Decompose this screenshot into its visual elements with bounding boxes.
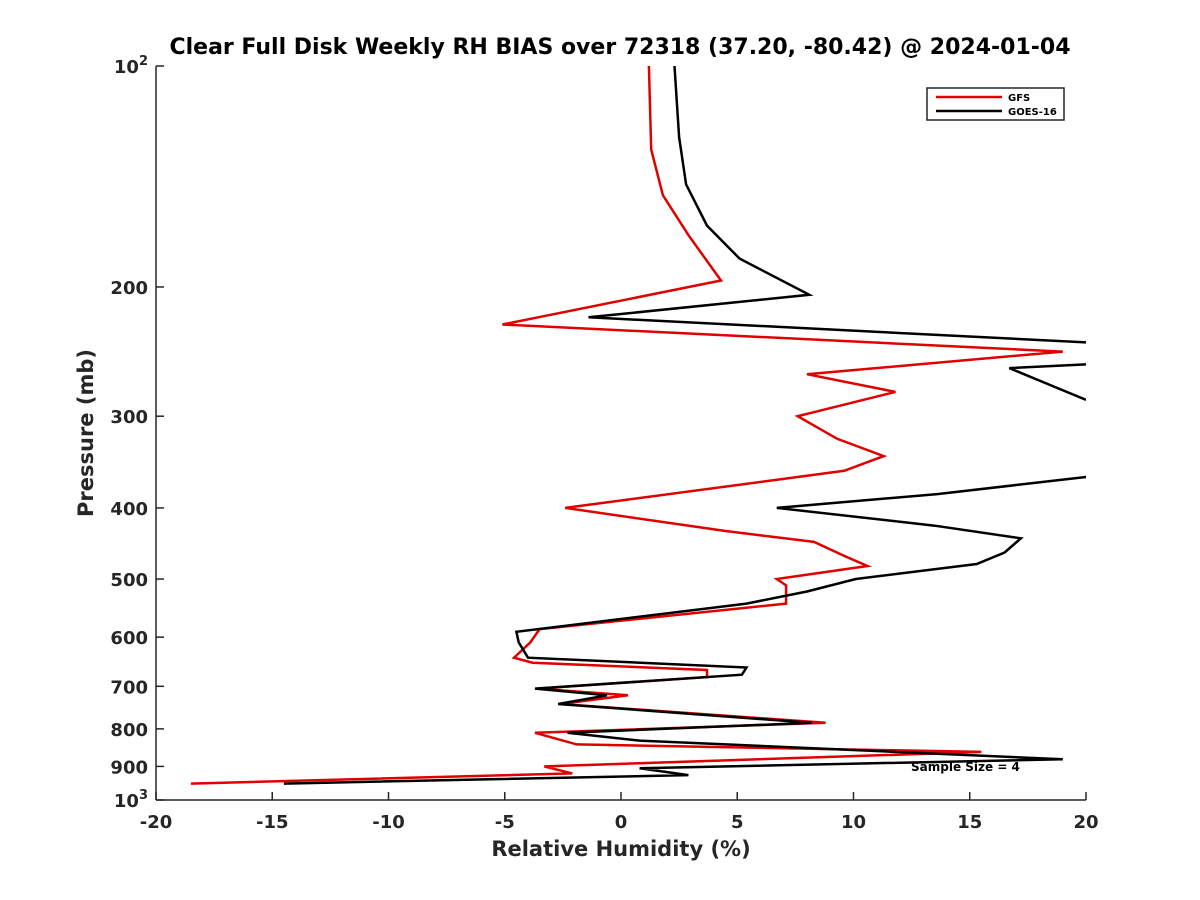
x-tick-label: 10 [841,812,866,833]
legend-label-goes16: GOES-16 [1008,107,1057,118]
chart-title: Clear Full Disk Weekly RH BIAS over 7231… [169,35,1070,60]
y-tick-label: 103 [114,788,148,812]
y-axis-label: Pressure (mb) [74,349,98,517]
sample-size-annotation: Sample Size = 4 [911,760,1020,774]
y-tick-label: 900 [110,757,148,778]
legend-box [926,87,1065,121]
x-tick-label: 15 [957,812,982,833]
x-tick-label: -15 [256,812,289,833]
series-line-goes16 [283,66,1086,785]
x-ticks: -20 -15 -10 -5 0 5 10 15 20 [140,792,1099,833]
legend-label-gfs: GFS [1008,93,1030,104]
y-tick-label: 200 [110,278,148,299]
y-tick-label: 400 [110,499,148,520]
x-tick-label: -10 [372,812,405,833]
y-tick-label: 300 [110,407,148,428]
x-axis-label: Relative Humidity (%) [491,837,750,861]
series-line-gfs [190,66,1063,785]
y-tick-label: 500 [110,570,148,591]
y-ticks: 102 200 300 400 500 600 700 800 900 103 [110,54,164,812]
series-layer [190,66,1086,785]
legend: GFS GOES-16 [926,87,1065,121]
x-tick-label: 5 [731,812,744,833]
x-tick-label: 0 [615,812,628,833]
x-tick-label: -5 [495,812,515,833]
x-tick-label: 20 [1073,812,1098,833]
y-tick-label: 600 [110,628,148,649]
y-tick-label: 102 [114,54,148,78]
x-tick-label: -20 [140,812,173,833]
y-tick-label: 800 [110,720,148,741]
y-tick-label: 700 [110,677,148,698]
axes [155,66,1086,801]
